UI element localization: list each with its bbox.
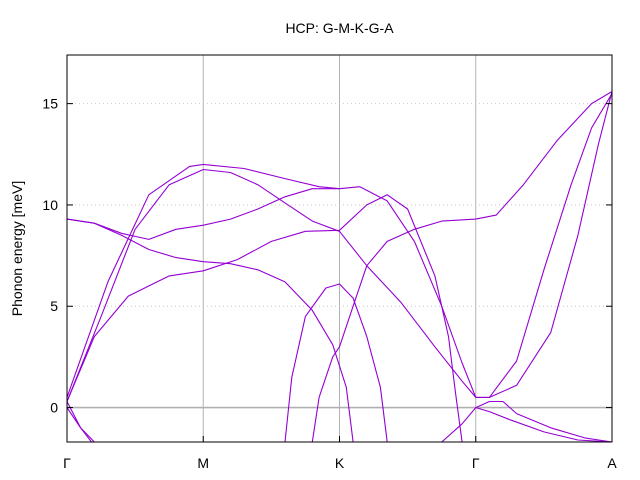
y-tick-label: 15 [42,96,58,112]
phonon-branch-9 [311,91,612,442]
chart-title: HCP: G-M-K-G-A [285,20,394,36]
y-tick-label: 0 [50,400,58,416]
y-tick-label: 10 [42,197,58,213]
phonon-branch-4 [67,188,340,240]
x-tick-label: K [335,455,345,471]
y-axis-label: Phonon energy [meV] [9,181,25,316]
phonon-branch-3 [67,218,354,442]
x-tick-label: Γ [472,455,480,471]
y-tick-labels: 0 5 10 15 [42,96,612,416]
x-tick-label: M [197,455,209,471]
x-tick-label: Γ [63,455,71,471]
grid-lines [67,55,612,442]
phonon-branch-10 [441,407,612,442]
y-tick-label: 5 [50,298,58,314]
phonon-branches [67,91,612,442]
x-tick-label: A [607,455,617,471]
phonon-branch-8 [284,283,388,442]
phonon-branch-11 [475,400,612,442]
phonon-branch-7 [67,407,92,442]
phonon-branch-5 [67,194,463,442]
phonon-branch-1 [67,93,612,398]
